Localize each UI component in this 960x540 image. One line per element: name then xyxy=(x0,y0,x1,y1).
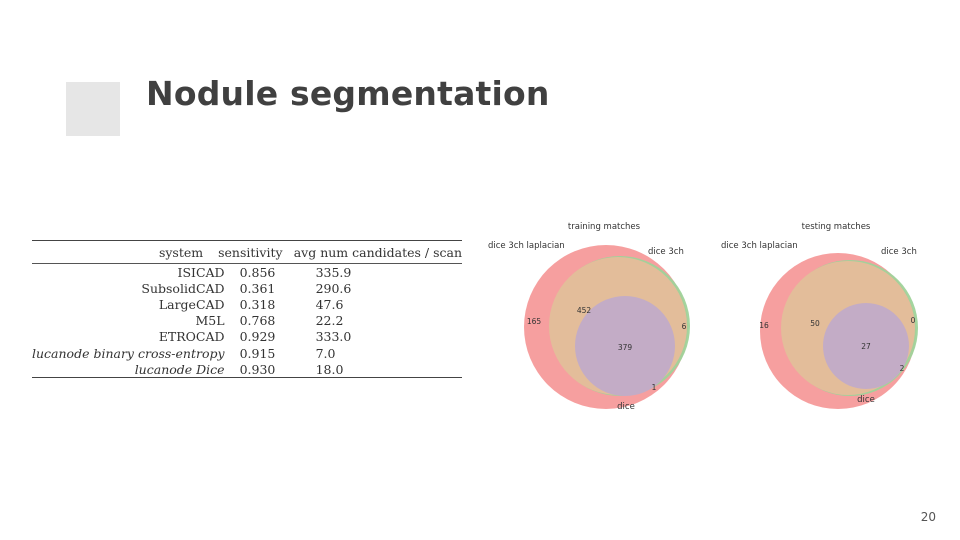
cell-sensitivity: 0.768 xyxy=(239,313,276,329)
venn-diagram-testing: testing matches dice 3ch laplacian dice … xyxy=(721,222,918,409)
count-b-and-c: 2 xyxy=(900,364,905,373)
table-row: M5L 0.768 22.2 xyxy=(32,313,462,329)
table-row: lucanode binary cross-entropy 0.915 7.0 xyxy=(32,345,462,361)
cell-candidates: 22.2 xyxy=(315,313,344,329)
venn-label-c: dice xyxy=(857,395,875,405)
cell-candidates: 47.6 xyxy=(315,296,344,312)
table-row: LargeCAD 0.318 47.6 xyxy=(32,296,462,312)
venn-diagram-training: training matches dice 3ch laplacian dice… xyxy=(488,222,690,412)
set-c-circle xyxy=(575,296,675,396)
venn-title: testing matches xyxy=(802,222,871,232)
table-header-row: system sensitivity avg num candidates / … xyxy=(32,241,462,263)
header-candidates: avg num candidates / scan xyxy=(293,244,462,260)
cell-system: lucanode Dice xyxy=(134,361,225,377)
cell-system: LargeCAD xyxy=(158,296,225,312)
results-table: system sensitivity avg num candidates / … xyxy=(32,240,462,379)
slide-title: Nodule segmentation xyxy=(146,74,550,113)
page-number: 20 xyxy=(920,510,936,524)
cell-sensitivity: 0.361 xyxy=(239,280,276,296)
count-only-a: 165 xyxy=(527,317,542,326)
table-bottom-rule xyxy=(32,377,462,379)
cell-sensitivity: 0.318 xyxy=(239,296,276,312)
count-b-and-c: 1 xyxy=(652,383,657,392)
count-a-and-b: 50 xyxy=(810,319,820,328)
cell-candidates: 18.0 xyxy=(315,361,344,377)
table-row: SubsolidCAD 0.361 290.6 xyxy=(32,280,462,296)
count-only-b: 0 xyxy=(911,316,916,325)
count-only-b: 6 xyxy=(682,322,687,331)
count-only-a: 16 xyxy=(759,321,769,330)
cell-candidates: 335.9 xyxy=(315,264,352,280)
cell-system: SubsolidCAD xyxy=(141,280,225,296)
venn-label-a: dice 3ch laplacian xyxy=(488,241,565,251)
cell-system: ISICAD xyxy=(177,264,225,280)
decorative-corner-shape xyxy=(66,82,120,136)
cell-system: lucanode binary cross-entropy xyxy=(32,345,225,361)
venn-label-b: dice 3ch xyxy=(881,247,917,257)
set-c-circle xyxy=(823,303,909,389)
header-system: system xyxy=(158,244,204,260)
venn-title: training matches xyxy=(568,222,641,232)
table-row: ISICAD 0.856 335.9 xyxy=(32,264,462,280)
count-all-three: 27 xyxy=(861,342,871,351)
cell-candidates: 7.0 xyxy=(315,345,336,361)
venn-label-a: dice 3ch laplacian xyxy=(721,241,798,251)
count-a-and-b: 452 xyxy=(577,306,592,315)
cell-system: M5L xyxy=(195,313,225,329)
venn-label-c: dice xyxy=(617,402,635,412)
cell-candidates: 290.6 xyxy=(315,280,352,296)
cell-sensitivity: 0.929 xyxy=(239,329,276,345)
cell-sensitivity: 0.915 xyxy=(239,345,276,361)
count-all-three: 379 xyxy=(618,343,633,352)
cell-sensitivity: 0.930 xyxy=(239,361,276,377)
cell-sensitivity: 0.856 xyxy=(239,264,276,280)
table-top-rule xyxy=(32,240,462,241)
cell-candidates: 333.0 xyxy=(315,329,352,345)
venn-label-b: dice 3ch xyxy=(648,247,684,257)
header-sensitivity: sensitivity xyxy=(218,244,283,260)
cell-system: ETROCAD xyxy=(158,329,225,345)
table-mid-rule xyxy=(32,263,462,264)
table-row: lucanode Dice 0.930 18.0 xyxy=(32,361,462,377)
table-row: ETROCAD 0.929 333.0 xyxy=(32,329,462,345)
